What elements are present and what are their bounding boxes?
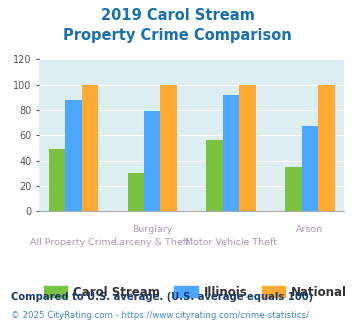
Bar: [127, 173, 144, 211]
Bar: [49, 149, 65, 211]
Text: Motor Vehicle Theft: Motor Vehicle Theft: [185, 238, 277, 247]
Text: Burglary: Burglary: [132, 225, 173, 234]
Text: © 2025 CityRating.com - https://www.cityrating.com/crime-statistics/: © 2025 CityRating.com - https://www.city…: [11, 311, 308, 320]
Bar: [302, 126, 318, 211]
Bar: [223, 95, 239, 211]
Bar: [318, 85, 335, 211]
Text: Larceny & Theft: Larceny & Theft: [114, 238, 190, 247]
Bar: [160, 85, 177, 211]
Bar: [239, 85, 256, 211]
Legend: Carol Stream, Illinois, National: Carol Stream, Illinois, National: [39, 281, 352, 303]
Text: Arson: Arson: [296, 225, 324, 234]
Bar: [207, 140, 223, 211]
Text: 2019 Carol Stream: 2019 Carol Stream: [100, 8, 255, 23]
Text: Property Crime Comparison: Property Crime Comparison: [63, 28, 292, 43]
Text: All Property Crime: All Property Crime: [30, 238, 116, 247]
Bar: [82, 85, 98, 211]
Bar: [65, 100, 82, 211]
Text: Compared to U.S. average. (U.S. average equals 100): Compared to U.S. average. (U.S. average …: [11, 292, 313, 302]
Bar: [285, 167, 302, 211]
Bar: [144, 111, 160, 211]
